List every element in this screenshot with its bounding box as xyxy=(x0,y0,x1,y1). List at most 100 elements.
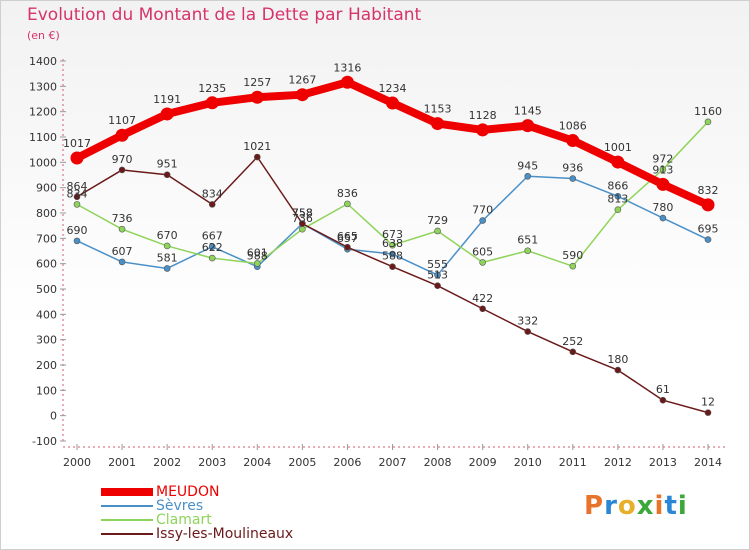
data-point-clamart xyxy=(118,225,126,233)
data-label-issy-les-moulineaux: 12 xyxy=(701,396,715,409)
data-label-meudon: 1257 xyxy=(243,76,271,89)
data-label-meudon: 832 xyxy=(698,184,719,197)
legend-swatch xyxy=(101,488,153,496)
data-point-meudon xyxy=(701,198,715,212)
data-label-meudon: 913 xyxy=(652,163,673,176)
data-point-s-vres xyxy=(614,192,622,200)
legend-label: Clamart xyxy=(156,512,212,528)
x-tick-label: 2010 xyxy=(514,456,542,469)
data-label-meudon: 1001 xyxy=(604,141,632,154)
data-label-issy-les-moulineaux: 970 xyxy=(112,153,133,166)
logo-letter: x xyxy=(636,491,655,521)
data-point-s-vres xyxy=(163,265,171,272)
data-label-clamart: 813 xyxy=(607,193,628,206)
data-label-s-vres: 638 xyxy=(382,237,403,250)
x-tick-label: 2014 xyxy=(694,456,722,469)
legend-swatch xyxy=(101,505,153,507)
y-tick-label: 300 xyxy=(36,334,57,347)
data-point-clamart xyxy=(479,259,486,266)
x-tick-label: 2011 xyxy=(559,456,587,469)
data-label-meudon: 1234 xyxy=(379,82,407,95)
y-tick-label: 0 xyxy=(50,410,57,423)
data-point-meudon xyxy=(566,134,580,148)
data-label-issy-les-moulineaux: 951 xyxy=(157,158,178,171)
data-point-clamart xyxy=(569,262,577,270)
y-tick-label: 700 xyxy=(36,232,57,245)
data-point-issy-les-moulineaux xyxy=(344,243,351,251)
data-point-issy-les-moulineaux xyxy=(253,153,261,161)
data-label-s-vres: 770 xyxy=(472,204,493,217)
data-label-clamart: 1160 xyxy=(694,105,722,118)
x-tick-label: 2013 xyxy=(649,456,677,469)
data-point-meudon xyxy=(160,107,174,121)
legend-label: MEUDON xyxy=(156,484,220,500)
data-point-s-vres xyxy=(434,271,441,279)
data-label-meudon: 1267 xyxy=(288,74,316,87)
data-label-clamart: 729 xyxy=(427,214,448,227)
data-point-issy-les-moulineaux xyxy=(524,328,532,335)
data-label-meudon: 1316 xyxy=(333,61,361,74)
data-point-s-vres xyxy=(389,250,396,258)
data-point-clamart xyxy=(73,201,81,208)
data-label-issy-les-moulineaux: 252 xyxy=(562,335,583,348)
data-point-s-vres xyxy=(208,243,216,250)
data-label-s-vres: 607 xyxy=(112,245,133,258)
data-point-meudon xyxy=(295,88,309,102)
x-tick-label: 2002 xyxy=(153,456,181,469)
chart-title: Evolution du Montant de la Dette par Hab… xyxy=(27,5,422,25)
data-label-issy-les-moulineaux: 61 xyxy=(656,383,670,396)
x-tick-label: 2007 xyxy=(379,456,407,469)
data-point-clamart xyxy=(163,242,171,250)
legend-label: Issy-les-Moulineaux xyxy=(156,526,294,542)
data-label-s-vres: 667 xyxy=(202,230,223,243)
data-label-meudon: 1145 xyxy=(514,105,542,118)
data-label-meudon: 1153 xyxy=(424,103,452,116)
data-label-issy-les-moulineaux: 332 xyxy=(517,315,538,328)
data-label-meudon: 1191 xyxy=(153,93,181,106)
y-tick-label: 1200 xyxy=(29,106,57,119)
x-tick-label: 2012 xyxy=(604,456,632,469)
data-point-meudon xyxy=(115,128,129,142)
data-point-issy-les-moulineaux xyxy=(704,409,712,416)
x-tick-label: 2004 xyxy=(243,456,271,469)
y-tick-label: -100 xyxy=(32,435,57,448)
y-tick-label: 600 xyxy=(36,258,57,271)
x-tick-label: 2009 xyxy=(469,456,497,469)
x-tick-label: 2008 xyxy=(424,456,452,469)
data-point-s-vres xyxy=(704,236,712,243)
data-point-clamart xyxy=(434,227,441,235)
y-tick-label: 1300 xyxy=(29,80,57,93)
data-point-s-vres xyxy=(659,214,667,222)
data-point-clamart xyxy=(299,225,306,233)
data-point-issy-les-moulineaux xyxy=(299,220,306,227)
x-tick-label: 2006 xyxy=(333,456,361,469)
legend-item-meudon: MEUDON xyxy=(101,484,293,500)
y-tick-label: 200 xyxy=(36,359,57,372)
x-tick-label: 2001 xyxy=(108,456,136,469)
data-point-issy-les-moulineaux xyxy=(118,166,126,174)
x-tick-label: 2005 xyxy=(288,456,316,469)
data-point-clamart xyxy=(614,206,622,214)
data-label-meudon: 1107 xyxy=(108,114,136,127)
data-label-meudon: 1086 xyxy=(559,120,587,133)
legend: MEUDON Sèvres Clamart Issy-les-Moulineaux xyxy=(101,484,294,542)
data-label-s-vres: 690 xyxy=(67,224,88,237)
data-label-clamart: 601 xyxy=(247,246,268,259)
data-point-clamart xyxy=(524,247,532,255)
data-label-clamart: 736 xyxy=(292,212,313,225)
data-label-s-vres: 657 xyxy=(337,232,358,245)
data-label-clamart: 622 xyxy=(202,241,223,254)
data-label-issy-les-moulineaux: 1021 xyxy=(243,140,271,153)
data-label-issy-les-moulineaux: 864 xyxy=(67,180,88,193)
data-label-s-vres: 758 xyxy=(292,207,313,220)
chart-subtitle: (en €) xyxy=(27,29,60,42)
y-tick-label: 400 xyxy=(36,308,57,321)
logo-letter: i xyxy=(677,491,688,521)
data-point-meudon xyxy=(340,75,354,89)
data-label-clamart: 836 xyxy=(337,187,358,200)
data-point-meudon xyxy=(521,119,535,133)
data-label-clamart: 736 xyxy=(112,212,133,225)
legend-swatch xyxy=(101,533,153,535)
data-point-clamart xyxy=(704,118,712,126)
